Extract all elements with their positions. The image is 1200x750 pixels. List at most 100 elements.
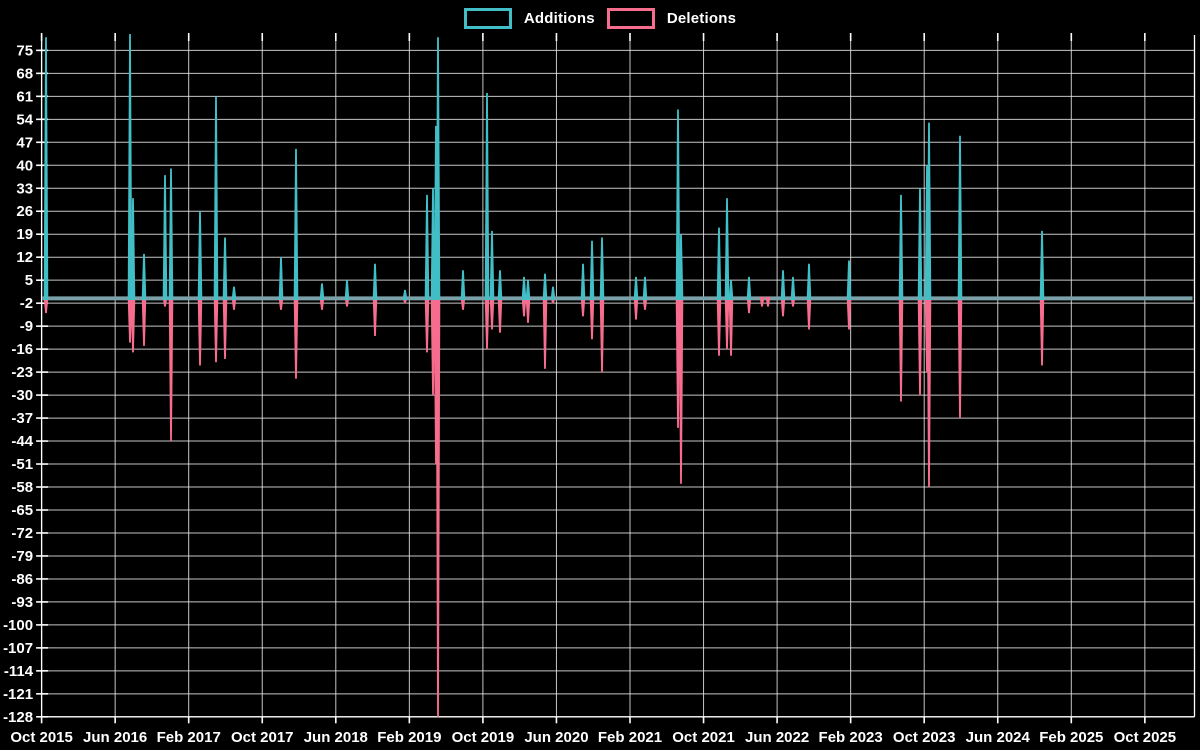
svg-text:-100: -100 (3, 617, 33, 634)
svg-text:Oct 2023: Oct 2023 (893, 729, 956, 746)
additions-spike (633, 276, 639, 300)
svg-text:-9: -9 (20, 318, 33, 335)
deletions-swatch-icon (606, 8, 655, 29)
deletions-spike (497, 296, 503, 333)
additions-spike (231, 286, 237, 300)
additions-spike (642, 276, 648, 300)
svg-text:-23: -23 (11, 364, 33, 381)
additions-spike (599, 237, 605, 300)
svg-text:-58: -58 (11, 479, 33, 496)
additions-spike (344, 280, 350, 300)
additions-spike (402, 289, 408, 300)
deletions-spike (130, 296, 136, 353)
additions-spike (724, 198, 730, 300)
svg-text:-72: -72 (11, 525, 33, 542)
svg-text:-86: -86 (11, 571, 33, 588)
x-axis-labels: Oct 2015 Jun 2016 Feb 2017 Oct 2017 Jun 2018… (10, 729, 1176, 746)
deletions-spike (521, 296, 527, 317)
additions-spike (917, 188, 923, 300)
additions-spike (746, 276, 752, 300)
legend-deletions-label: Deletions (666, 10, 737, 27)
additions-spike (542, 273, 548, 300)
additions-spike (278, 257, 284, 300)
additions-spike (846, 260, 852, 300)
gridlines (41, 35, 1195, 718)
additions-spike (521, 276, 527, 300)
additions-spike (489, 230, 495, 300)
deletions-spike (489, 296, 495, 330)
additions-spike (484, 93, 490, 300)
deletions-spike (898, 296, 904, 402)
svg-text:33: 33 (16, 180, 33, 197)
additions-spike (806, 263, 812, 300)
deletions-spike (168, 296, 174, 442)
additions-spike (525, 280, 531, 300)
deletions-spike (222, 296, 228, 359)
svg-text:Feb 2017: Feb 2017 (157, 729, 221, 746)
svg-text:Feb 2025: Feb 2025 (1039, 729, 1103, 746)
y-axis-labels: 75 68 61 54 47 40 33 26 19 12 5 -2 -9 -16 -23 -30 -37 -44… (3, 42, 34, 725)
additions-spike (926, 122, 932, 300)
svg-text:Jun 2024: Jun 2024 (966, 729, 1031, 746)
deletions-spike (141, 296, 147, 346)
additions-spike (372, 263, 378, 300)
deletions-spike (728, 296, 734, 356)
svg-text:Jun 2018: Jun 2018 (304, 729, 368, 746)
deletions-spike (633, 296, 639, 320)
deletions-spike (589, 296, 595, 340)
svg-text:Oct 2025: Oct 2025 (1114, 729, 1177, 746)
series-additions (43, 33, 1045, 300)
deletions-spike (678, 296, 684, 484)
svg-text:40: 40 (16, 157, 33, 174)
additions-spike (497, 270, 503, 300)
svg-text:-30: -30 (11, 387, 33, 404)
additions-spike (716, 227, 722, 300)
deletions-spike (1039, 296, 1045, 366)
additions-spike (678, 234, 684, 300)
deletions-spike (435, 296, 441, 717)
svg-text:Feb 2021: Feb 2021 (598, 729, 662, 746)
deletions-spike (759, 296, 765, 307)
additions-swatch-icon (463, 8, 512, 29)
additions-spike (130, 198, 136, 300)
chart-legend: Additions Deletions (0, 8, 1200, 29)
deletions-spike (806, 296, 812, 330)
additions-spike (1039, 230, 1045, 300)
deletions-spike (846, 296, 852, 330)
deletions-spike (716, 296, 722, 356)
deletions-spike (765, 296, 771, 307)
additions-spike (580, 263, 586, 300)
svg-text:68: 68 (16, 65, 33, 82)
svg-text:Oct 2015: Oct 2015 (10, 729, 73, 746)
additions-spike (780, 270, 786, 300)
deletions-spike (542, 296, 548, 369)
legend-additions-label: Additions (523, 10, 595, 27)
additions-spike (728, 280, 734, 300)
additions-spike (790, 276, 796, 300)
svg-text:75: 75 (16, 42, 33, 59)
axes (40, 35, 1196, 718)
svg-text:-128: -128 (3, 709, 33, 726)
svg-text:54: 54 (16, 111, 33, 128)
additions-spike (589, 240, 595, 300)
svg-text:Oct 2021: Oct 2021 (672, 729, 735, 746)
additions-spike (168, 168, 174, 300)
deletions-spike (213, 296, 219, 363)
additions-spike (898, 194, 904, 300)
tick-marks (36, 33, 1146, 724)
additions-spike (141, 253, 147, 300)
svg-text:-79: -79 (11, 548, 33, 565)
svg-text:-121: -121 (3, 686, 33, 703)
svg-text:61: 61 (16, 88, 33, 105)
additions-spike (127, 33, 133, 300)
additions-spike (460, 270, 466, 300)
additions-spike (435, 37, 441, 300)
deletions-spike (372, 296, 378, 337)
svg-text:19: 19 (16, 226, 33, 243)
additions-spike (319, 283, 325, 300)
deletions-spike (484, 296, 490, 350)
svg-text:5: 5 (25, 272, 33, 289)
svg-text:26: 26 (16, 203, 33, 220)
